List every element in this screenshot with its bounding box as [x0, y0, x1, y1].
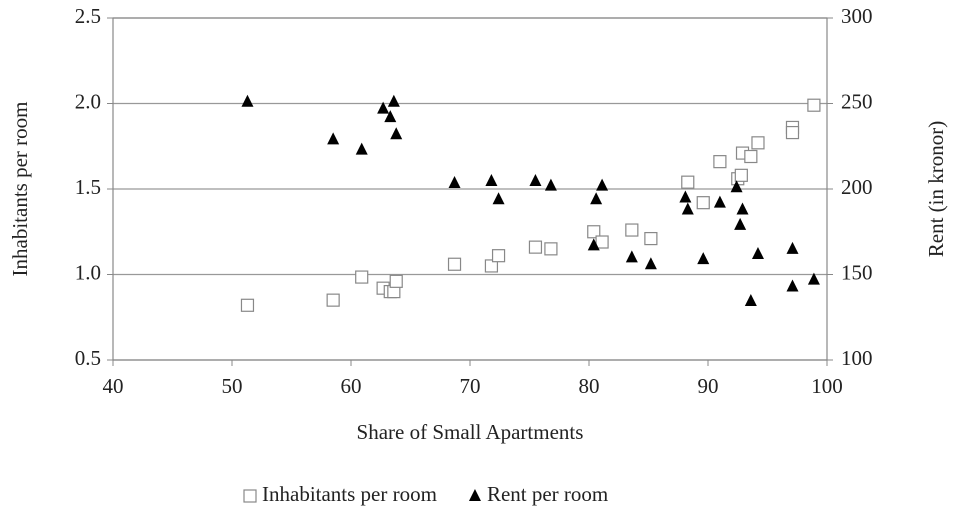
point	[713, 155, 727, 169]
x-axis-title: Share of Small Apartments	[357, 420, 584, 444]
point	[730, 180, 743, 193]
point	[355, 270, 369, 284]
point	[751, 136, 765, 150]
legend-label: Inhabitants per room	[262, 482, 437, 506]
point	[786, 279, 799, 292]
point	[713, 195, 726, 208]
legend-marker	[243, 489, 257, 503]
point	[697, 252, 710, 265]
point	[240, 298, 255, 312]
point	[595, 235, 609, 249]
point	[484, 259, 499, 273]
point	[587, 225, 601, 239]
point	[384, 110, 397, 123]
point	[448, 176, 461, 189]
y-axis-title: Inhabitants per room	[8, 102, 32, 277]
point	[447, 257, 462, 271]
y2-tick-label: 250	[841, 89, 873, 113]
point	[785, 125, 800, 140]
point	[596, 178, 609, 191]
y-tick-label: 2.0	[75, 89, 101, 113]
plot-frame	[112, 17, 828, 361]
point	[377, 101, 390, 114]
y-tick-label: 1.5	[75, 175, 101, 199]
y2-tick-label: 300	[841, 4, 873, 28]
x-tick-label: 70	[460, 374, 481, 398]
point	[744, 149, 758, 164]
x-tick-label: 40	[103, 374, 124, 398]
point	[389, 274, 403, 288]
point	[590, 192, 603, 205]
point	[807, 98, 821, 112]
x-tick-label: 60	[341, 374, 362, 398]
point	[387, 94, 400, 107]
x-tick-label: 80	[579, 374, 600, 398]
x-tick-label: 50	[222, 374, 243, 398]
point	[751, 246, 764, 259]
legend-label: Rent per room	[487, 482, 608, 506]
point	[529, 173, 542, 186]
point	[485, 173, 498, 186]
y2-tick-label: 150	[841, 260, 873, 284]
y2-tick-label: 100	[841, 346, 873, 370]
y-tick-label: 2.5	[75, 4, 101, 28]
point	[326, 293, 340, 307]
y-tick-label: 1.0	[75, 260, 101, 284]
y2-axis-title: Rent (in kronor)	[924, 121, 948, 257]
point	[644, 231, 658, 246]
point	[587, 238, 600, 251]
point	[644, 257, 657, 270]
point	[736, 202, 749, 215]
point	[544, 242, 558, 256]
point	[625, 250, 638, 263]
point	[807, 272, 820, 285]
point	[786, 241, 799, 254]
point	[734, 168, 748, 182]
point	[544, 178, 557, 191]
point	[327, 132, 340, 145]
legend-marker	[468, 489, 481, 501]
x-tick-label: 100	[811, 374, 843, 398]
y2-tick-label: 200	[841, 175, 873, 199]
point	[491, 249, 506, 263]
point	[744, 294, 757, 307]
point	[390, 127, 403, 140]
point	[492, 192, 505, 205]
point	[625, 223, 639, 237]
point	[696, 196, 710, 210]
point	[679, 190, 692, 203]
point	[241, 94, 254, 107]
point	[681, 175, 695, 189]
point	[528, 240, 543, 254]
point	[734, 217, 747, 230]
x-tick-label: 90	[698, 374, 719, 398]
point	[355, 142, 368, 155]
point	[681, 202, 694, 215]
y-tick-label: 0.5	[75, 346, 101, 370]
